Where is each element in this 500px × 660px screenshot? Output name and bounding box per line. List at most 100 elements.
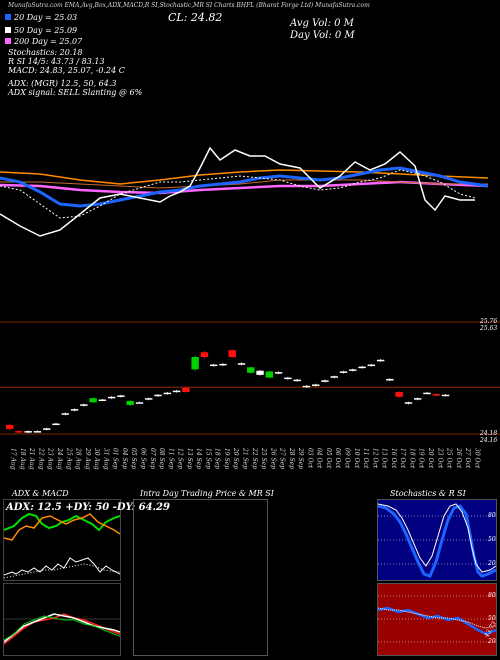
date-label: 17 Oct (399, 448, 406, 469)
date-label: 26 Oct (455, 447, 462, 469)
date-label: 16 Oct (390, 448, 397, 469)
date-label: 22 Sep (251, 447, 258, 469)
candle-body (43, 428, 51, 430)
date-label: 09 Oct (344, 448, 351, 469)
ma-brown-line (0, 179, 488, 189)
candle-body (135, 402, 144, 404)
candle-body (311, 384, 320, 386)
date-label: 24 Aug (56, 447, 63, 470)
stoch-axis-80: 80 (488, 512, 496, 519)
date-label: 17 Aug (10, 448, 17, 470)
candle-body (70, 409, 79, 411)
candle-body (24, 431, 32, 433)
date-label: 29 Aug (84, 447, 91, 470)
date-label: 06 Oct (334, 448, 341, 469)
candle-body (386, 378, 394, 381)
ma-orange-line (0, 169, 489, 185)
legend-20-day: 20 Day = 25.03 (5, 13, 77, 22)
adx-panel: ADX: 12.5 +DY: 50 -DY: 64.29 (3, 499, 170, 581)
candle-body (200, 352, 209, 358)
candle-body (154, 394, 162, 397)
date-label: 12 Oct (371, 448, 378, 469)
legend-50-day: 50 Day = 25.09 (5, 26, 77, 35)
candle-body (256, 370, 264, 375)
date-label: 25 Sep (260, 447, 267, 469)
adx-minus-di-line (4, 513, 120, 541)
candle-body (339, 371, 348, 373)
rsi-axis-20: 20 (488, 638, 496, 645)
date-label: 20 Sep (232, 447, 239, 469)
candle-body (404, 402, 413, 404)
adx-line: ADX: (MGR) 12.5, 50, 64.3 (8, 79, 117, 88)
avg-vol-label: Avg Vol: 0 M (290, 18, 354, 29)
rsi-axis-50: 50 (488, 615, 496, 622)
candle-body (293, 379, 301, 382)
date-label: 18 Oct (408, 448, 415, 469)
main-price-chart: 17 Aug 18 Aug 21 Aug 22 Aug 23 Aug 24 Aug 25 A… (0, 146, 500, 470)
candle-body (107, 396, 116, 399)
price-label-bottom2: 24.16 (480, 437, 498, 444)
rsi-white-line (378, 607, 496, 629)
date-label: 15 Sep (204, 448, 211, 469)
candle-body (349, 369, 357, 371)
ma-dotted-line (0, 169, 476, 219)
moving-average-lines (0, 146, 489, 237)
candle-body (432, 394, 440, 396)
candle-body (5, 424, 14, 430)
date-label: 23 Oct (436, 447, 443, 469)
date-label: 27 Oct (464, 447, 471, 469)
legend-20-day-label: 20 Day = 25.03 (14, 13, 78, 22)
candle-body (89, 398, 97, 403)
date-label: 25 Oct (446, 447, 453, 469)
candle-body (163, 392, 172, 395)
stochastics-panel: 80 50 20 (377, 499, 497, 581)
date-label: 21 Sep (242, 447, 249, 469)
stoch-axis-50: 50 (488, 536, 496, 543)
candle-body (302, 385, 311, 388)
price-label-bottom: 24.18 (480, 430, 498, 437)
candle-body (414, 398, 422, 400)
stoch-axis-20: 20 (488, 560, 496, 567)
candle-body (182, 387, 190, 392)
candle-body (247, 367, 255, 373)
stoch-blue-line (378, 504, 496, 578)
stoch-rsi-title: Stochastics & R SI (390, 489, 466, 498)
price-label-top: 25.76 (480, 318, 498, 325)
date-label: 22 Aug (37, 447, 44, 470)
candle-body (228, 350, 236, 358)
macd-lines (4, 613, 120, 645)
candle-body (172, 390, 181, 393)
rsi-axis-80: 80 (488, 592, 496, 599)
candle-body (330, 376, 338, 378)
rsi-panel: 80 50 20 43.73 (377, 583, 498, 656)
date-label: 19 Sep (223, 448, 230, 469)
date-label: 25 Aug (65, 447, 72, 470)
stoch-white-line (378, 503, 496, 573)
candle-body (237, 363, 246, 365)
date-label: 07 Sep (149, 448, 156, 469)
date-label: 23 Aug (47, 447, 54, 470)
date-label: 13 Sep (186, 448, 193, 469)
date-label: 26 Sep (269, 447, 276, 469)
intraday-panel (133, 499, 268, 656)
legend-swatch-50 (5, 27, 11, 33)
date-label: 04 Sep (121, 448, 128, 469)
candle-body (423, 392, 431, 395)
candle-body (145, 398, 153, 400)
intraday-title: Intra Day Trading Price & MR SI (140, 489, 274, 498)
legend-50-day-label: 50 Day = 25.09 (14, 26, 78, 35)
candle-body (395, 392, 403, 397)
header-title-line: MunafaSutra.com EMA,Avg,Box,ADX,MACD,R S… (8, 2, 370, 9)
date-label: 03 Oct (306, 448, 313, 469)
date-label: 19 Oct (418, 448, 425, 469)
date-label: 18 Aug (19, 448, 26, 470)
legend-swatch-20 (5, 14, 11, 20)
date-label: 06 Sep (139, 448, 146, 469)
date-axis: 17 Aug 18 Aug 21 Aug 22 Aug 23 Aug 24 Aug 25 A… (10, 447, 481, 470)
date-label: 12 Sep (177, 448, 184, 469)
candles-group (5, 349, 450, 434)
candle-body (265, 371, 274, 378)
adx-lines (4, 512, 120, 579)
macd-green-line (4, 615, 120, 641)
legend-swatch-200 (5, 38, 11, 44)
